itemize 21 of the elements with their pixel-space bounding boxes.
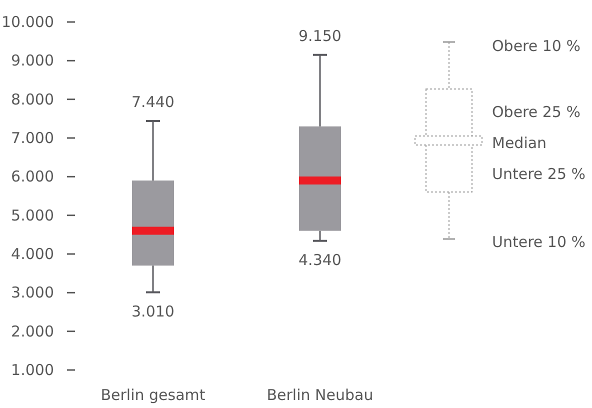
y-tick-label: 4.000 [11,245,54,263]
y-tick-label: 1.000 [11,361,54,379]
y-tick-label: 7.000 [11,129,54,147]
y-tick-label: 9.000 [11,52,54,70]
annotation: 7.440 [132,92,174,111]
text: Median [492,134,547,152]
y-tick-label: 6.000 [11,168,54,186]
y-tick-label: 3.000 [11,284,54,302]
text: Untere 25 % [492,165,586,183]
text: Untere 10 % [492,233,586,251]
annotation: 4.340 [298,250,342,269]
annotation: 9.150 [298,26,342,45]
x-tick-label: Berlin Neubau [266,386,374,404]
annotation: 3.010 [132,302,174,320]
text: Obere 25 % [492,103,580,121]
y-tick-label: 5.000 [11,206,54,224]
y-tick-label: 8.000 [11,90,54,108]
y-tick-label: 2.000 [11,322,54,340]
y-tick-label: 10.000 [2,13,54,31]
text: Obere 10 % [492,37,580,55]
x-tick-label: Berlin gesamt [100,386,206,404]
